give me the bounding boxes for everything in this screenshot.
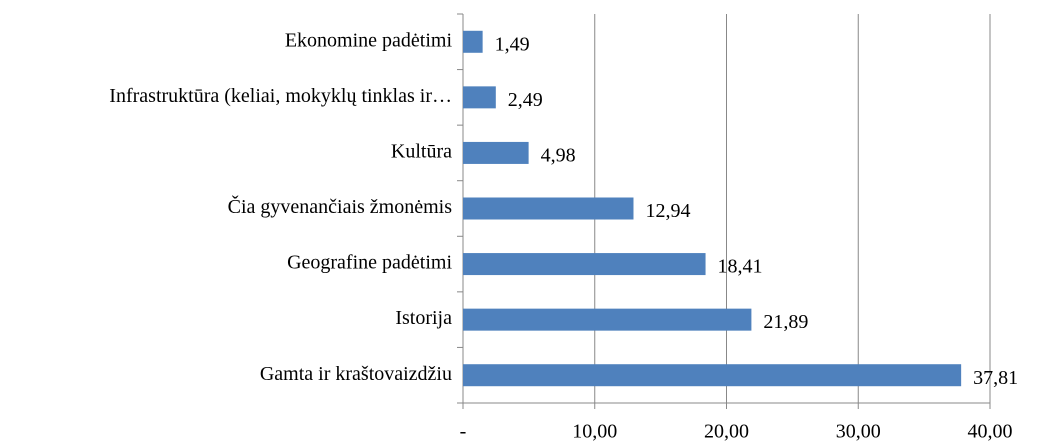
x-tick-label: 40,00 [968,421,1013,443]
y-tick-label: Infrastruktūra (keliai, mokyklų tinklas … [109,85,452,107]
x-tick-label: 10,00 [572,421,617,443]
x-tick-label: 30,00 [836,421,881,443]
value-label: 4,98 [541,145,576,167]
bar [463,86,496,109]
y-tick-label: Kultūra [391,141,452,163]
value-label: 2,49 [508,89,543,111]
y-tick-label: Gamta ir kraštovaizdžiu [260,363,452,385]
x-tick-label: - [460,421,467,443]
value-label: 1,49 [495,33,530,55]
bar [463,141,529,164]
value-label: 37,81 [973,367,1018,389]
y-tick-label: Ekonomine padėtimi [285,29,453,51]
bar [463,308,752,331]
x-tick-label: 20,00 [704,421,749,443]
bar [463,364,962,387]
y-tick-label: Geografine padėtimi [287,252,452,274]
value-label: 12,94 [645,200,690,222]
value-label: 18,41 [718,256,763,278]
y-tick-label: Istorija [395,307,452,329]
value-label: 21,89 [763,311,808,333]
bar [463,30,483,53]
bar [463,253,706,276]
y-tick-label: Čia gyvenančiais žmonėmis [228,194,453,218]
bar [463,197,634,220]
